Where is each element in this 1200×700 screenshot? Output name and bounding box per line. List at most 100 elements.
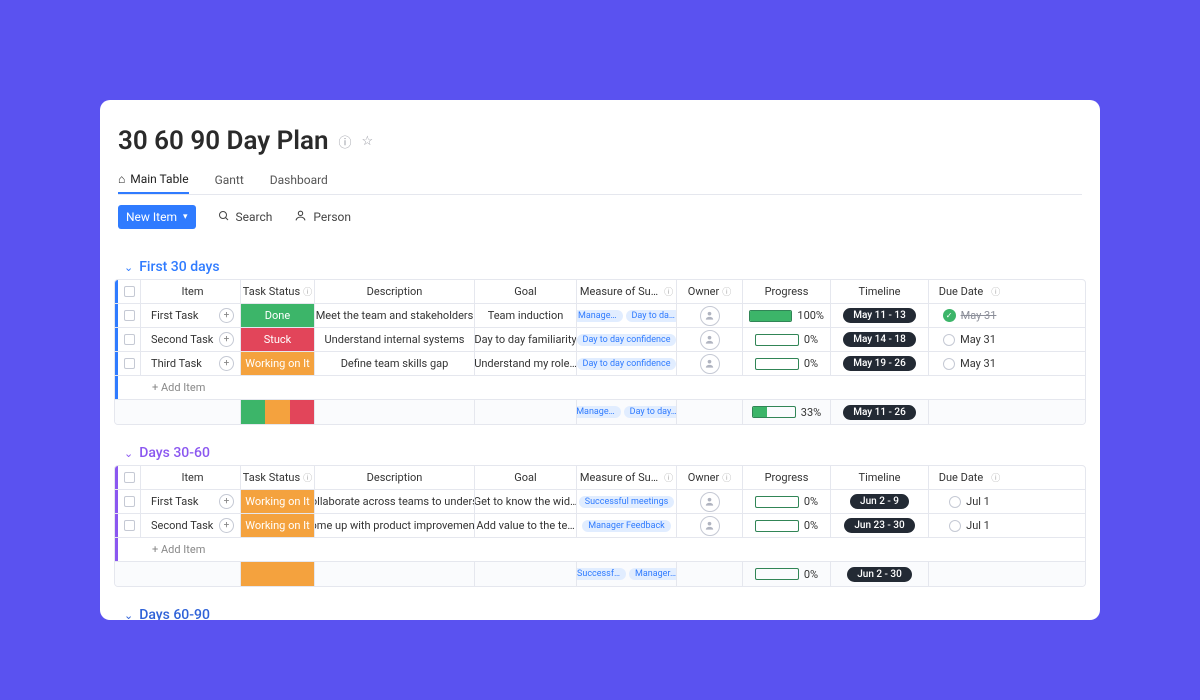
new-item-button[interactable]: New Item ▾ bbox=[118, 205, 196, 229]
goal-cell[interactable]: Day to day familiarity bbox=[474, 328, 576, 351]
goal-cell[interactable]: Get to know the wid… bbox=[474, 490, 576, 513]
owner-cell[interactable] bbox=[676, 304, 742, 327]
row-checkbox[interactable] bbox=[118, 352, 140, 375]
item-cell[interactable]: Second Task + bbox=[140, 514, 240, 537]
due-cell[interactable]: May 31 bbox=[928, 328, 1010, 351]
star-icon[interactable]: ☆ bbox=[362, 134, 374, 149]
row-checkbox[interactable] bbox=[118, 328, 140, 351]
row-checkbox[interactable] bbox=[118, 304, 140, 327]
owner-cell[interactable] bbox=[676, 328, 742, 351]
timeline-cell[interactable]: Jun 2 - 9 bbox=[830, 490, 928, 513]
timeline-cell[interactable]: May 14 - 18 bbox=[830, 328, 928, 351]
col-goal[interactable]: Goal bbox=[474, 280, 576, 303]
due-cell[interactable]: ✓May 31 bbox=[928, 304, 1010, 327]
table-row[interactable]: Second Task + Stuck Understand internal … bbox=[115, 328, 1085, 352]
progress-cell[interactable]: 0% bbox=[742, 328, 830, 351]
person-filter-button[interactable]: Person bbox=[294, 209, 351, 225]
tab-gantt[interactable]: Gantt bbox=[215, 166, 244, 194]
description-cell[interactable]: Come up with product improvement… bbox=[314, 514, 474, 537]
description-cell[interactable]: Understand internal systems bbox=[314, 328, 474, 351]
status-cell[interactable]: Done bbox=[240, 304, 314, 327]
tab-main-table[interactable]: ⌂ Main Table bbox=[118, 166, 189, 194]
due-cell[interactable]: May 31 bbox=[928, 352, 1010, 375]
col-status[interactable]: Task Statusⓘ bbox=[240, 280, 314, 303]
progress-cell[interactable]: 100% bbox=[742, 304, 830, 327]
progress-cell[interactable]: 0% bbox=[742, 514, 830, 537]
owner-cell[interactable] bbox=[676, 490, 742, 513]
progress-cell[interactable]: 0% bbox=[742, 490, 830, 513]
table-row[interactable]: Third Task + Working on It Define team s… bbox=[115, 352, 1085, 376]
measure-cell[interactable]: Manage…Day to da… bbox=[576, 304, 676, 327]
info-icon[interactable]: ⓘ bbox=[339, 132, 352, 151]
group-header[interactable]: ⌄ Days 60-90 bbox=[114, 603, 1086, 620]
timeline-cell[interactable]: May 19 - 26 bbox=[830, 352, 928, 375]
col-owner[interactable]: Ownerⓘ bbox=[676, 280, 742, 303]
measure-cell[interactable]: Manager Feedback bbox=[576, 514, 676, 537]
measure-tag[interactable]: Day to day confidence bbox=[577, 358, 676, 370]
item-cell[interactable]: First Task + bbox=[140, 304, 240, 327]
col-status[interactable]: Task Statusⓘ bbox=[240, 466, 314, 489]
timeline-cell[interactable]: May 11 - 13 bbox=[830, 304, 928, 327]
add-subitem-icon[interactable]: + bbox=[219, 494, 234, 509]
row-checkbox[interactable] bbox=[118, 514, 140, 537]
select-all-checkbox[interactable] bbox=[118, 280, 140, 303]
status-cell[interactable]: Working on It bbox=[240, 352, 314, 375]
col-progress[interactable]: Progress bbox=[742, 466, 830, 489]
add-item-row[interactable]: + Add Item bbox=[115, 538, 1085, 562]
owner-cell[interactable] bbox=[676, 514, 742, 537]
goal-cell[interactable]: Add value to the te… bbox=[474, 514, 576, 537]
table-row[interactable]: First Task + Working on It Collaborate a… bbox=[115, 490, 1085, 514]
toolbar: New Item ▾ Search Person bbox=[118, 205, 1082, 229]
add-subitem-icon[interactable]: + bbox=[219, 332, 234, 347]
due-cell[interactable]: Jul 1 bbox=[928, 514, 1010, 537]
col-progress[interactable]: Progress bbox=[742, 280, 830, 303]
add-subitem-icon[interactable]: + bbox=[219, 356, 234, 371]
tab-dashboard[interactable]: Dashboard bbox=[270, 166, 328, 194]
col-goal[interactable]: Goal bbox=[474, 466, 576, 489]
timeline-cell[interactable]: Jun 23 - 30 bbox=[830, 514, 928, 537]
add-subitem-icon[interactable]: + bbox=[219, 308, 234, 323]
col-measure[interactable]: Measure of Su…ⓘ bbox=[576, 466, 676, 489]
item-cell[interactable]: Second Task + bbox=[140, 328, 240, 351]
item-cell[interactable]: Third Task + bbox=[140, 352, 240, 375]
col-owner[interactable]: Ownerⓘ bbox=[676, 466, 742, 489]
col-due[interactable]: Due Dateⓘ bbox=[928, 280, 1010, 303]
col-due[interactable]: Due Dateⓘ bbox=[928, 466, 1010, 489]
table-row[interactable]: First Task + Done Meet the team and stak… bbox=[115, 304, 1085, 328]
measure-tag[interactable]: Manage… bbox=[576, 310, 623, 322]
measure-cell[interactable]: Day to day confidence bbox=[576, 328, 676, 351]
progress-cell[interactable]: 0% bbox=[742, 352, 830, 375]
item-cell[interactable]: First Task + bbox=[140, 490, 240, 513]
col-timeline[interactable]: Timeline bbox=[830, 466, 928, 489]
row-checkbox[interactable] bbox=[118, 490, 140, 513]
measure-tag[interactable]: Day to da… bbox=[626, 310, 676, 322]
owner-cell[interactable] bbox=[676, 352, 742, 375]
status-cell[interactable]: Working on It bbox=[240, 490, 314, 513]
col-description[interactable]: Description bbox=[314, 466, 474, 489]
status-cell[interactable]: Working on It bbox=[240, 514, 314, 537]
measure-cell[interactable]: Successful meetings bbox=[576, 490, 676, 513]
table-row[interactable]: Second Task + Working on It Come up with… bbox=[115, 514, 1085, 538]
select-all-checkbox[interactable] bbox=[118, 466, 140, 489]
search-button[interactable]: Search bbox=[218, 210, 273, 225]
group-header[interactable]: ⌄ Days 30-60 bbox=[114, 441, 1086, 465]
measure-tag[interactable]: Manager Feedback bbox=[582, 520, 670, 532]
description-cell[interactable]: Meet the team and stakeholders bbox=[314, 304, 474, 327]
measure-tag[interactable]: Day to day confidence bbox=[577, 334, 676, 346]
measure-cell[interactable]: Day to day confidence bbox=[576, 352, 676, 375]
col-item[interactable]: Item bbox=[140, 466, 240, 489]
group-header[interactable]: ⌄ First 30 days bbox=[114, 255, 1086, 279]
add-item-row[interactable]: + Add Item bbox=[115, 376, 1085, 400]
measure-tag[interactable]: Successful meetings bbox=[579, 496, 675, 508]
col-item[interactable]: Item bbox=[140, 280, 240, 303]
add-subitem-icon[interactable]: + bbox=[219, 518, 234, 533]
due-cell[interactable]: Jul 1 bbox=[928, 490, 1010, 513]
description-cell[interactable]: Define team skills gap bbox=[314, 352, 474, 375]
goal-cell[interactable]: Team induction bbox=[474, 304, 576, 327]
status-cell[interactable]: Stuck bbox=[240, 328, 314, 351]
goal-cell[interactable]: Understand my role… bbox=[474, 352, 576, 375]
description-cell[interactable]: Collaborate across teams to unders… bbox=[314, 490, 474, 513]
col-description[interactable]: Description bbox=[314, 280, 474, 303]
col-timeline[interactable]: Timeline bbox=[830, 280, 928, 303]
col-measure[interactable]: Measure of Su…ⓘ bbox=[576, 280, 676, 303]
